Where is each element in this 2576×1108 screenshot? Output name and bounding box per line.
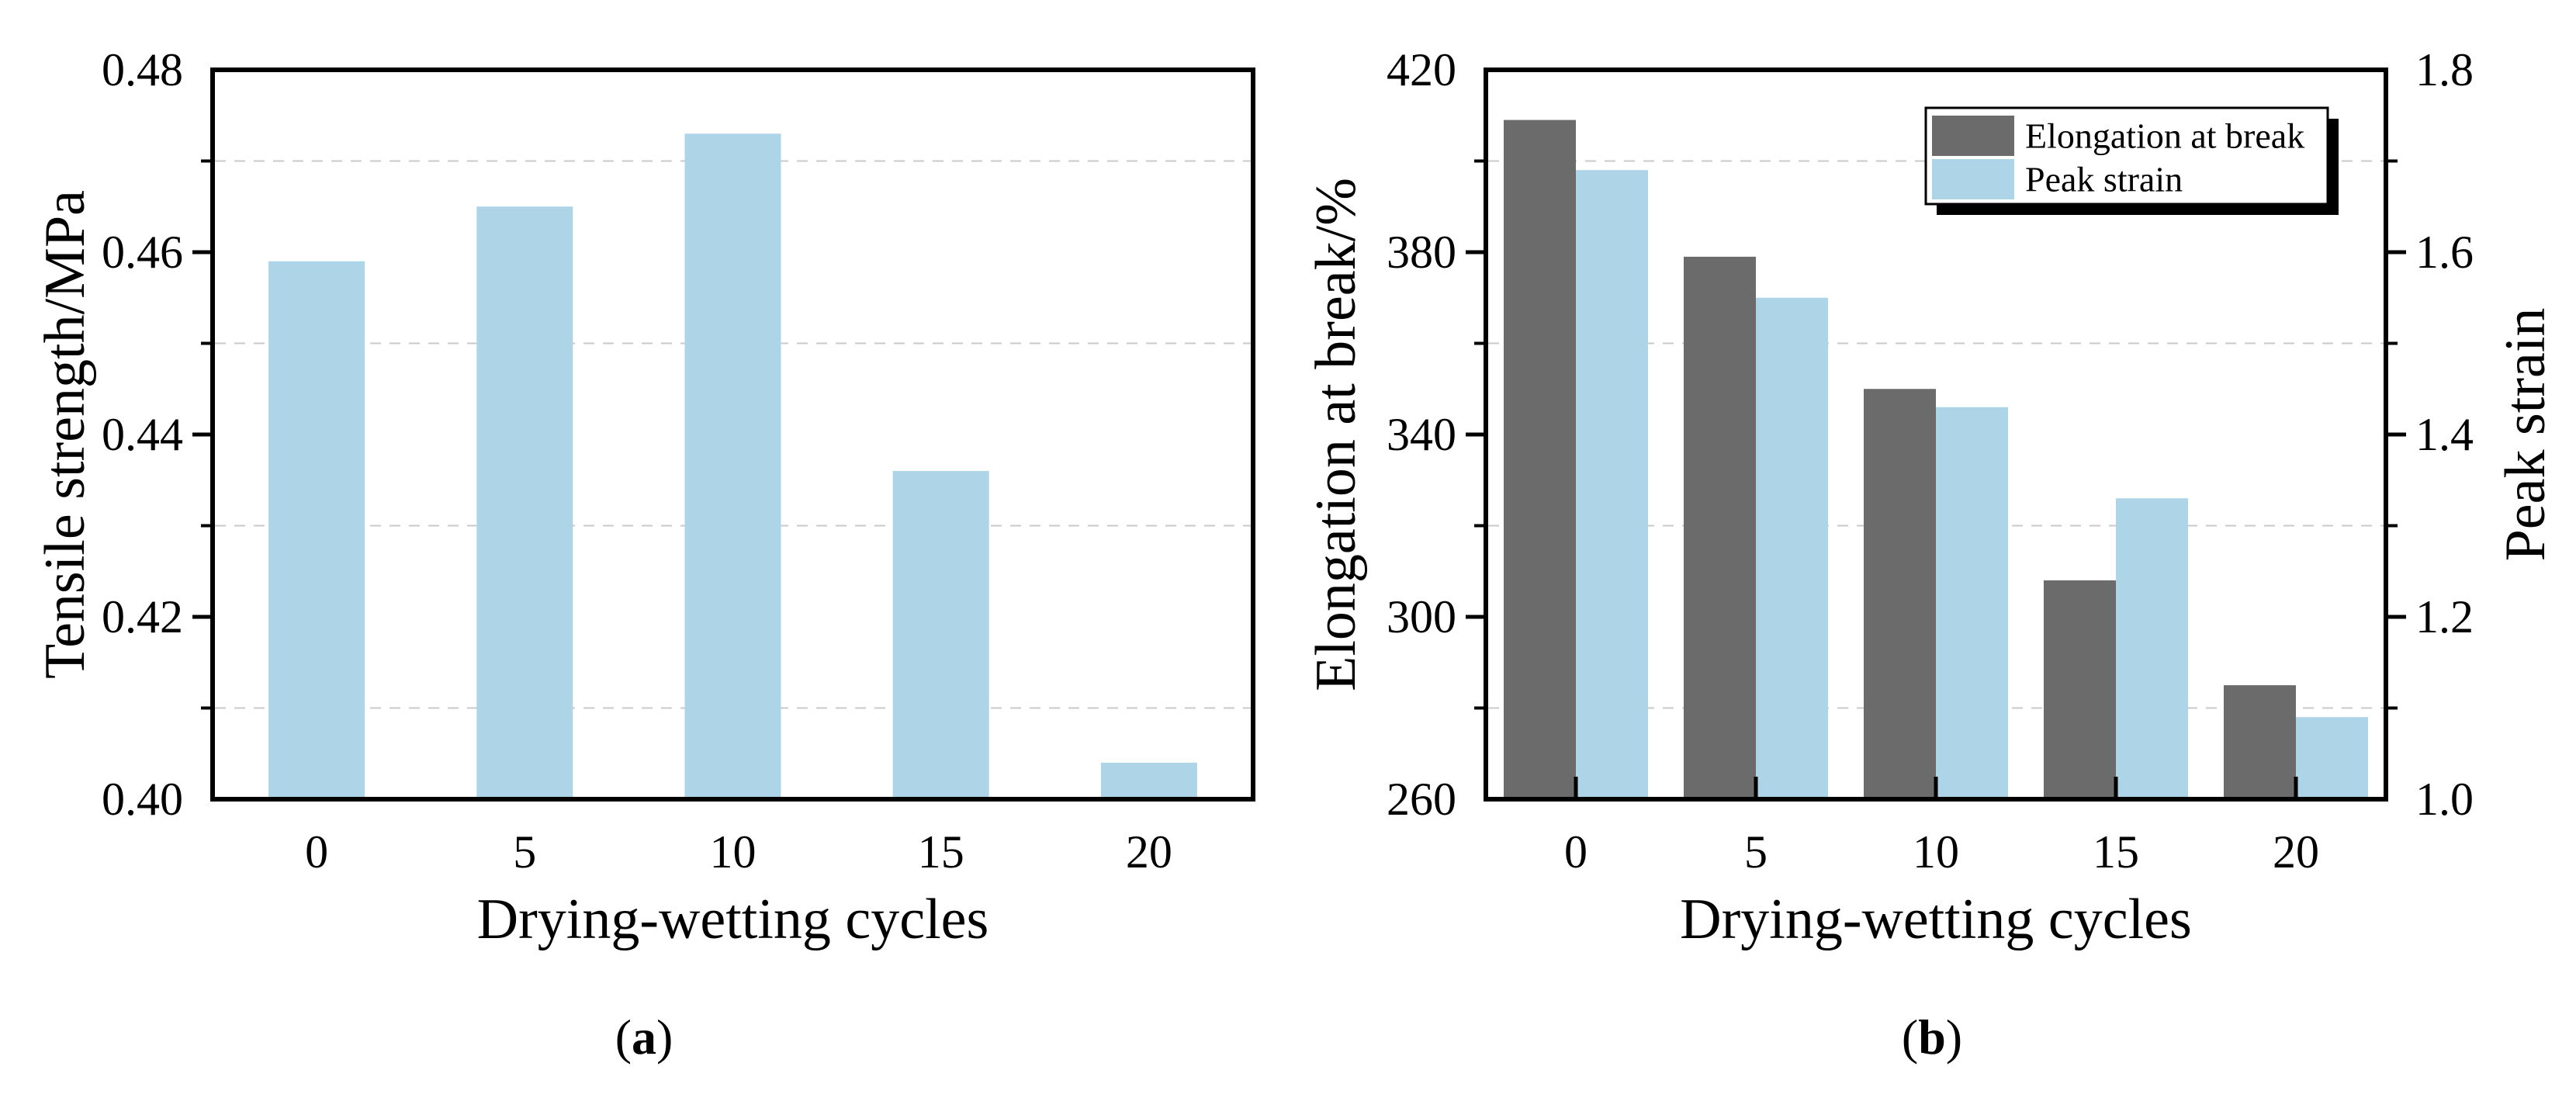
bar-elongation-10 bbox=[1864, 389, 1936, 799]
legend-label-elongation: Elongation at break bbox=[2025, 116, 2304, 156]
bar-peak-strain-5 bbox=[1756, 297, 1828, 799]
caption-a-close: ) bbox=[656, 1009, 673, 1065]
caption-b-close: ) bbox=[1945, 1009, 1963, 1065]
bar-tensile-0 bbox=[268, 261, 365, 799]
bar-tensile-5 bbox=[476, 206, 573, 799]
x-axis-label: Drying-wetting cycles bbox=[1680, 888, 2192, 951]
x-tick-label: 10 bbox=[710, 826, 757, 878]
x-tick-label: 5 bbox=[513, 826, 536, 878]
y-right-tick-label: 1.2 bbox=[2415, 591, 2474, 642]
bar-elongation-15 bbox=[2044, 580, 2116, 799]
y-axis-label-left: Elongation at break/% bbox=[1304, 178, 1368, 691]
bar-tensile-20 bbox=[1100, 763, 1197, 799]
x-tick-label: 0 bbox=[1564, 826, 1587, 878]
y-tick-label: 0.44 bbox=[102, 409, 183, 460]
bar-elongation-20 bbox=[2224, 685, 2296, 799]
y-tick-label: 0.40 bbox=[102, 774, 183, 825]
caption-b-open: ( bbox=[1901, 1009, 1919, 1065]
x-axis-label: Drying-wetting cycles bbox=[477, 888, 989, 951]
plot-frame bbox=[210, 68, 1255, 802]
x-tick-label: 20 bbox=[2273, 826, 2319, 878]
legend: Elongation at break Peak strain bbox=[1924, 106, 2339, 215]
y-tick-label: 0.46 bbox=[102, 227, 183, 278]
bar-peak-strain-20 bbox=[2296, 717, 2368, 799]
y-axis-label: Tensile strength/MPa bbox=[33, 190, 97, 679]
y-right-tick-label: 1.8 bbox=[2415, 44, 2474, 95]
y-right-tick-label: 1.4 bbox=[2415, 409, 2474, 460]
bar-tensile-15 bbox=[892, 471, 989, 799]
bar-elongation-5 bbox=[1684, 256, 1756, 799]
legend-swatch-elongation bbox=[1932, 116, 2014, 156]
x-tick-label: 10 bbox=[1913, 826, 1959, 878]
bar-tensile-10 bbox=[684, 133, 781, 799]
y-tick-label: 0.42 bbox=[102, 591, 183, 642]
caption-panel-a: (a) bbox=[615, 1013, 673, 1062]
legend-label-peak-strain: Peak strain bbox=[2025, 160, 2183, 199]
y-left-tick-label: 340 bbox=[1387, 409, 1456, 460]
caption-b-letter: b bbox=[1918, 1009, 1946, 1065]
y-axis-label-right: Peak strain bbox=[2494, 308, 2557, 562]
caption-panel-b: (b) bbox=[1902, 1013, 1962, 1062]
legend-swatch-peak-strain bbox=[1932, 159, 2014, 199]
bar-elongation-0 bbox=[1504, 119, 1576, 799]
x-tick-label: 15 bbox=[918, 826, 964, 878]
chart-elongation-peak-strain: 260 300 340 380 420 1.0 1.2 1.4 1.6 1.8 0 5 10 15 20 Dr… bbox=[1304, 44, 2557, 951]
bar-peak-strain-10 bbox=[1936, 407, 2008, 799]
y-left-tick-label: 420 bbox=[1387, 44, 1456, 95]
y-right-tick-label: 1.0 bbox=[2415, 774, 2474, 825]
y-left-tick-label: 260 bbox=[1387, 774, 1456, 825]
x-tick-label: 5 bbox=[1744, 826, 1768, 878]
y-right-tick-label: 1.6 bbox=[2415, 227, 2474, 278]
caption-a-open: ( bbox=[615, 1009, 632, 1065]
bar-peak-strain-0 bbox=[1576, 170, 1648, 799]
x-tick-label: 15 bbox=[2093, 826, 2139, 878]
chart-tensile-strength: 0.40 0.42 0.44 0.46 0.48 0 5 10 15 20 Drying-wetti… bbox=[33, 44, 1255, 951]
bar-peak-strain-15 bbox=[2116, 498, 2188, 799]
x-tick-label: 20 bbox=[1126, 826, 1172, 878]
y-left-tick-label: 380 bbox=[1387, 227, 1456, 278]
x-tick-label: 0 bbox=[305, 826, 328, 878]
caption-a-letter: a bbox=[632, 1009, 656, 1065]
y-tick-label: 0.48 bbox=[102, 44, 183, 95]
plot-frame bbox=[1484, 68, 2388, 802]
y-left-tick-label: 300 bbox=[1387, 591, 1456, 642]
